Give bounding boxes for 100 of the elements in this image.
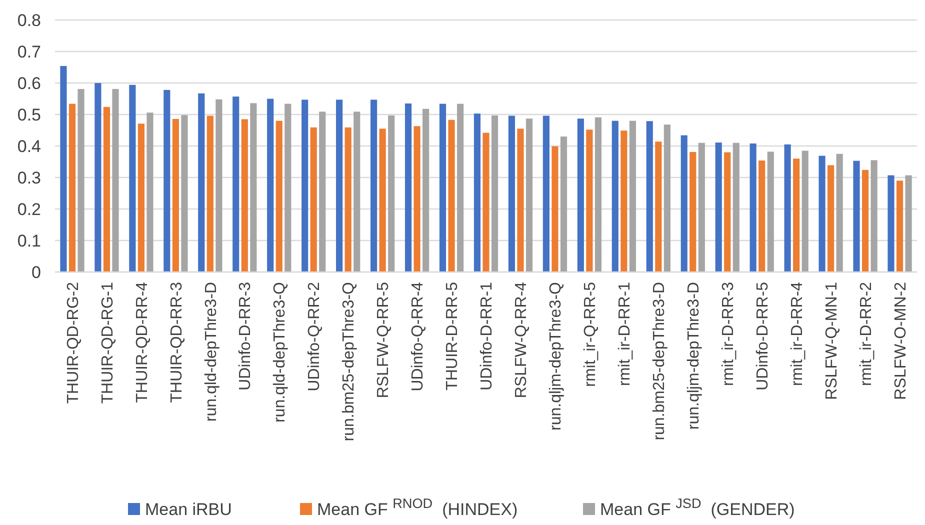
bar [482,132,490,272]
bar [379,128,386,272]
bar [818,156,826,272]
bar [439,104,446,272]
bar [526,118,533,272]
bar [310,127,317,272]
bar [646,121,653,272]
x-tick-label: THUIR-D-RR-5 [444,282,462,390]
x-tick-label: UDinfo-D-RR-1 [478,282,496,390]
legend-label: Mean GF $^{JSD}$ (GENDER) [600,495,795,519]
y-tick-label: 0.7 [17,42,41,62]
bar [853,160,860,272]
x-tick-label: RSLFW-Q-RR-4 [513,282,530,398]
bar [336,100,343,272]
bar [586,130,593,272]
y-tick-label: 0.5 [17,105,41,124]
x-tick-label: THUIR-QD-RG-1 [99,282,116,404]
bar [388,115,395,272]
legend-label: Mean iRBU [145,500,232,519]
bar [664,124,670,272]
bar [905,175,912,272]
bar [517,128,524,272]
bar [655,142,662,272]
bar [802,150,808,272]
bar [724,152,731,272]
x-tick-label: run.qld-depThre3-D [202,282,220,422]
bar [284,104,292,272]
bar [138,124,144,272]
x-tick-label: rmit_ir-D-RR-2 [858,282,875,386]
bar [594,117,602,272]
bar [560,136,568,272]
bar [68,104,76,272]
x-tick-label: run.bm25-depThre3-D [651,282,668,440]
bar [690,152,696,272]
x-tick-label: UDinfo-D-RR-5 [754,282,772,390]
x-tick-label: rmit_ir-D-RR-1 [616,282,634,386]
x-tick-label: rmit_ir-Q-RR-5 [582,282,600,387]
bar [103,106,110,272]
bar [577,118,584,272]
x-tick-label: UDinfo-Q-RR-2 [306,282,324,392]
x-tick-label: run.qljm-depThre3-Q [548,282,565,430]
bar [172,118,179,272]
bar [404,103,412,272]
bar [232,96,240,272]
bar [370,100,378,272]
x-tick-label: RSLFW-Q-MN-1 [823,282,840,400]
bar [491,115,498,272]
y-tick-label: 0.4 [17,136,41,156]
bar [414,126,420,272]
x-tick-label: run.qld-depThre3-Q [272,282,289,423]
bar [732,142,740,272]
bar [198,93,205,272]
bar [767,152,774,272]
bar [216,99,222,272]
bar [612,120,618,272]
bar [680,135,688,272]
bar [542,116,550,272]
bar [870,160,878,272]
bar [698,142,705,272]
bar [354,112,360,272]
bar [146,112,154,272]
bar [276,120,282,272]
x-tick-label: UDinfo-D-RR-3 [237,282,254,390]
x-tick-label: UDinfo-Q-RR-4 [410,282,427,392]
bar [94,83,102,272]
bar [836,154,843,272]
y-tick-label: 0.6 [17,74,41,93]
bar [888,175,894,272]
bar [448,120,455,272]
bar [552,146,558,272]
bar [793,158,800,272]
bar [164,90,170,272]
bar [302,100,308,272]
x-tick-label: THUIR-QD-RG-2 [64,282,82,404]
x-tick-label: rmit_ir-D-RR-3 [720,282,737,386]
x-tick-label: RSLFW-Q-RR-5 [375,282,392,398]
bar [784,144,791,272]
bar [750,143,756,272]
legend-label: Mean GF $^{RNOD}$ (HINDEX) [317,495,518,519]
y-tick-label: 0.2 [17,200,41,219]
bar [862,170,869,272]
bar [241,119,248,272]
y-tick-label: 0.1 [17,231,41,250]
x-tick-label: THUIR-QD-RR-4 [134,282,151,403]
bar [620,130,628,272]
bar [474,114,481,272]
x-tick-label: THUIR-QD-RR-3 [168,282,186,403]
bar [629,120,636,272]
bar [422,108,430,272]
x-tick-label: RSLFW-O-MN-2 [892,282,910,400]
bar [60,66,67,272]
bar [250,103,257,272]
bar [319,112,326,272]
y-tick-label: 0.3 [17,168,41,188]
bar [344,127,352,272]
bar [896,180,904,272]
bar [112,88,119,272]
bar [758,160,766,272]
y-tick-label: 0.8 [17,10,41,30]
bar [457,104,464,272]
